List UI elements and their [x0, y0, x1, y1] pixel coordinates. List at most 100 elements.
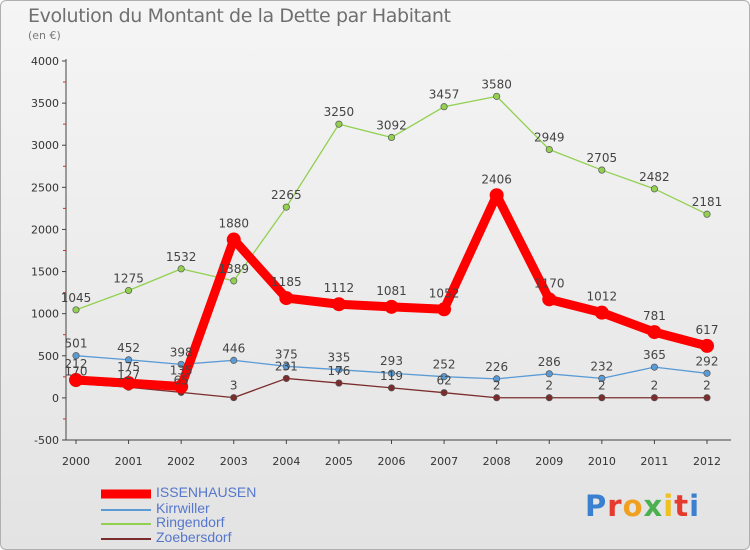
x-tick-label: 2011 [640, 455, 668, 468]
data-label: 3 [230, 379, 238, 393]
data-point [440, 389, 448, 397]
data-point [387, 384, 396, 392]
data-label: 170 [65, 365, 88, 379]
data-label: 292 [696, 354, 719, 368]
data-point [493, 92, 501, 100]
data-label: 175 [117, 360, 140, 374]
logo-letter: i [689, 489, 701, 523]
data-point [226, 232, 241, 247]
data-label: 231 [275, 359, 298, 373]
data-point [440, 103, 448, 111]
data-label: 65 [174, 373, 189, 387]
data-point [72, 306, 80, 314]
data-point [598, 374, 606, 382]
y-tick-label: 3500 [31, 97, 59, 110]
data-label: 232 [590, 359, 613, 373]
logo-letter: t [674, 489, 690, 523]
data-label: 3250 [324, 105, 355, 119]
data-point [125, 286, 133, 295]
x-tick-label: 2005 [325, 455, 353, 468]
data-label: 1112 [324, 281, 355, 295]
data-label: 2 [545, 379, 553, 393]
data-point [545, 145, 553, 154]
logo-letter: o [622, 489, 644, 523]
data-label: 252 [433, 358, 456, 372]
data-label: 3580 [481, 77, 512, 91]
x-tick-label: 2002 [167, 455, 195, 468]
legend-label-kirrwiller: Kirrwiller [156, 500, 210, 516]
x-tick-label: 2003 [220, 455, 248, 468]
data-point [335, 379, 343, 387]
data-point [177, 265, 185, 273]
data-label: 1170 [534, 276, 565, 290]
y-tick-label: 2000 [31, 223, 59, 236]
data-label: 62 [436, 374, 451, 388]
data-label: 119 [380, 369, 403, 383]
legend-swatch-issenhausen [101, 489, 151, 499]
data-point [331, 297, 346, 312]
data-label: 617 [696, 323, 719, 337]
data-point [230, 277, 238, 285]
data-label: 2181 [692, 195, 723, 209]
legend-label-ringendorf: Ringendorf [156, 514, 225, 530]
data-point [174, 379, 189, 394]
data-point [647, 325, 662, 340]
data-point [542, 292, 557, 307]
y-tick-label: 0 [52, 392, 59, 405]
data-label: 2 [598, 379, 606, 393]
data-point [700, 338, 714, 353]
data-label: 501 [65, 337, 88, 351]
data-label: 2705 [587, 151, 618, 165]
data-label: 286 [538, 355, 561, 369]
data-label: 135 [170, 364, 193, 378]
data-label: 1880 [218, 217, 249, 231]
legend-label-zoebersdorf: Zoebersdorf [156, 529, 232, 545]
y-tick-label: 2500 [31, 181, 59, 194]
x-tick-label: 2000 [62, 455, 90, 468]
legend-label-issenhausen: ISSENHAUSEN [156, 484, 257, 500]
data-label: 212 [65, 357, 88, 371]
data-point [69, 373, 83, 388]
legend-swatch-zoebersdorf [101, 538, 151, 540]
data-label: 226 [485, 360, 508, 374]
data-label: 2265 [271, 188, 302, 202]
data-label: 3092 [376, 118, 407, 132]
x-tick-label: 2008 [483, 455, 511, 468]
data-label: 781 [643, 309, 666, 323]
y-tick-label: 1500 [31, 266, 59, 279]
logo-letter: P [585, 489, 608, 523]
data-label: 1275 [113, 272, 144, 286]
data-point [594, 305, 609, 320]
data-point [125, 356, 133, 364]
data-point [489, 188, 504, 203]
data-point [598, 166, 606, 174]
x-tick-label: 2004 [272, 455, 300, 468]
x-tick-label: 2009 [535, 455, 563, 468]
logo-letter: r [607, 489, 623, 523]
data-point [282, 362, 290, 370]
x-tick-label: 2010 [588, 455, 616, 468]
data-label: 2949 [534, 131, 565, 145]
data-label: 2 [493, 379, 501, 393]
data-point [230, 356, 238, 364]
data-label: 1081 [376, 284, 407, 298]
data-label: 375 [275, 347, 298, 361]
x-tick-label: 2001 [115, 455, 143, 468]
data-label: 2 [703, 379, 711, 393]
data-point [703, 394, 711, 402]
data-point [493, 375, 501, 383]
data-point [230, 394, 238, 402]
data-point [437, 302, 452, 317]
y-tick-label: 500 [38, 350, 59, 363]
data-point [282, 374, 290, 382]
data-point [650, 185, 658, 193]
logo-letter: i [663, 489, 675, 523]
y-tick-label: 1000 [31, 308, 59, 321]
data-label: 1052 [429, 286, 460, 300]
data-point [387, 133, 396, 142]
data-label: 176 [327, 364, 350, 378]
data-label: 1532 [166, 250, 197, 264]
data-point [703, 210, 711, 218]
